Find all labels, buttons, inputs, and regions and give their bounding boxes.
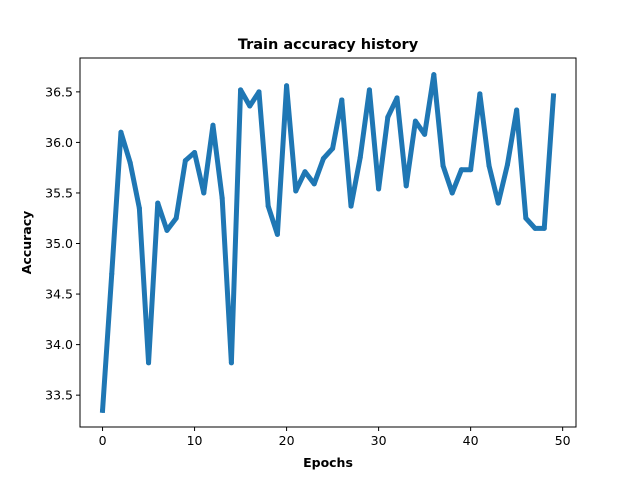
x-tick-label: 20 (279, 433, 295, 448)
data-point (541, 225, 547, 231)
data-points (100, 72, 556, 413)
data-point (357, 155, 363, 161)
data-point (284, 83, 290, 89)
y-tick-label: 34.0 (45, 337, 73, 352)
x-tick-label: 50 (555, 433, 571, 448)
data-point (385, 114, 391, 120)
data-point (403, 183, 409, 189)
data-point (164, 227, 170, 233)
y-axis: 33.5 34.0 34.5 35.0 35.5 36.0 36.5 (45, 84, 80, 403)
data-point (550, 93, 556, 99)
data-point (320, 156, 326, 162)
data-point (330, 145, 336, 151)
data-point (514, 107, 520, 113)
data-point (146, 360, 152, 366)
data-point (523, 215, 529, 221)
data-point (136, 205, 142, 211)
x-tick-label: 30 (371, 433, 387, 448)
data-point (182, 158, 188, 164)
data-point (449, 190, 455, 196)
data-point (109, 271, 115, 277)
data-point (201, 190, 207, 196)
data-point (394, 95, 400, 101)
data-point (311, 181, 317, 187)
chart-title: Train accuracy history (238, 37, 419, 53)
data-point (412, 118, 418, 124)
data-point (247, 103, 253, 109)
data-point (265, 203, 271, 209)
data-point (376, 186, 382, 192)
data-point (118, 129, 124, 135)
data-point (339, 97, 345, 103)
x-tick-label: 0 (99, 433, 107, 448)
x-tick-label: 40 (463, 433, 479, 448)
data-point (366, 87, 372, 93)
y-tick-label: 34.5 (45, 287, 73, 302)
data-point (504, 162, 510, 168)
data-point (256, 89, 262, 95)
data-point (228, 360, 234, 366)
data-point (192, 150, 198, 156)
data-point (422, 131, 428, 137)
plot-area: 0 10 20 30 40 50 33.5 34.0 34.5 35.0 35.5 36.0 36.5 (45, 57, 577, 448)
series-line (99, 72, 557, 413)
y-axis-label: Accuracy (19, 211, 34, 275)
data-point (100, 407, 106, 413)
data-point (468, 167, 474, 173)
data-point (219, 195, 225, 201)
data-point (477, 91, 483, 97)
data-point (293, 188, 299, 194)
data-point (495, 200, 501, 206)
data-point (173, 215, 179, 221)
data-point (532, 225, 538, 231)
y-tick-label: 36.5 (45, 84, 73, 99)
y-tick-label: 35.0 (45, 236, 73, 251)
x-axis: 0 10 20 30 40 50 (99, 427, 571, 448)
plot-frame (79, 57, 577, 428)
y-tick-label: 36.0 (45, 135, 73, 150)
x-axis-label: Epochs (303, 455, 353, 470)
y-tick-label: 35.5 (45, 185, 73, 200)
data-point (431, 72, 437, 78)
data-point (127, 160, 133, 166)
data-point (274, 231, 280, 237)
data-point (210, 122, 216, 128)
data-point (238, 87, 244, 93)
data-point (302, 169, 308, 175)
data-point (155, 200, 161, 206)
data-point (486, 163, 492, 169)
x-tick-label: 10 (187, 433, 203, 448)
data-point (458, 167, 464, 173)
data-point (440, 163, 446, 169)
y-tick-label: 33.5 (45, 388, 73, 403)
data-point (348, 203, 354, 209)
